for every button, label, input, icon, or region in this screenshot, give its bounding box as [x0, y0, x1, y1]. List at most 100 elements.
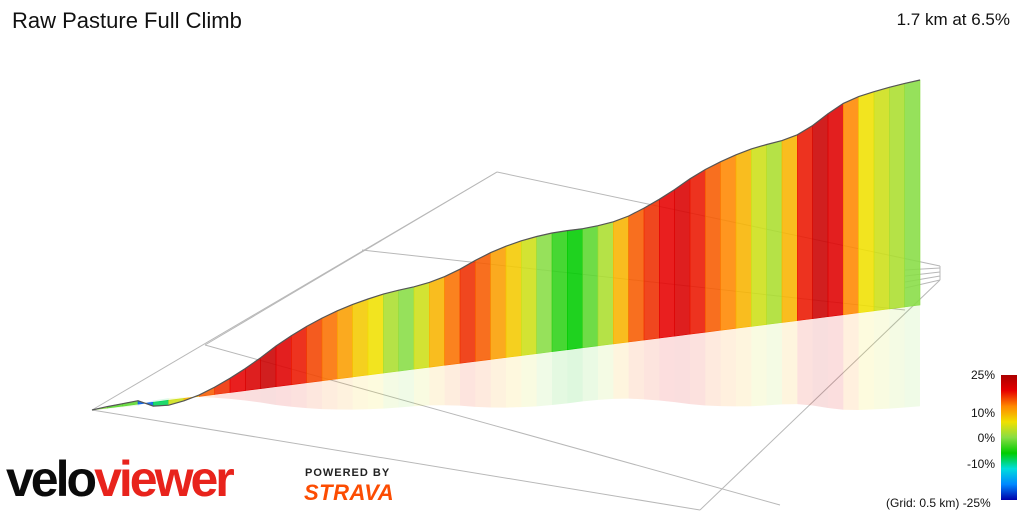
reflection-segment	[782, 320, 798, 405]
profile-wall	[91, 79, 921, 411]
reflection-segment	[644, 338, 660, 401]
profile-segment	[689, 168, 706, 335]
reflection-segment	[536, 351, 552, 407]
profile-segment	[659, 188, 675, 339]
profile-segment	[735, 148, 752, 329]
profile-segment	[352, 298, 369, 378]
grid-note-text: (Grid: 0.5 km)	[886, 496, 960, 510]
reflection-segment	[674, 334, 690, 405]
profile-segment	[229, 367, 246, 393]
reflection-segment	[429, 365, 445, 406]
gradient-legend-bar	[1001, 375, 1017, 500]
strava-logo[interactable]: STRAVA	[304, 480, 395, 505]
profile-segment	[398, 286, 415, 372]
reflection-segment	[383, 371, 399, 409]
reflection-segment	[352, 375, 368, 410]
legend-tick-25: 25%	[970, 368, 995, 382]
reflection-segment	[337, 376, 353, 410]
reflection-segment	[690, 332, 706, 406]
reflection-segment	[490, 357, 506, 408]
profile-segment	[551, 230, 568, 353]
grid-note: (Grid: 0.5 km) -25%	[886, 496, 991, 510]
chart-title: Raw Pasture Full Climb	[12, 8, 242, 33]
reflection-segment	[705, 330, 721, 407]
reflection-segment	[858, 310, 874, 411]
logo-text-viewer: viewer	[94, 451, 235, 507]
legend-tick-minus25-label: -25%	[962, 496, 991, 510]
profile-segment	[582, 225, 599, 349]
profile-segment	[459, 259, 476, 364]
profile-segment	[444, 268, 461, 366]
powered-by-label: POWERED BY	[305, 467, 391, 479]
profile-segment	[536, 232, 553, 354]
reflection-segment	[874, 308, 890, 410]
reflection-segment	[306, 380, 322, 410]
profile-segment	[858, 91, 875, 314]
reflection-segment	[506, 355, 522, 408]
reflection-segment	[736, 326, 752, 407]
reflection-segment	[475, 359, 491, 408]
grid-line-6	[699, 279, 941, 511]
reflection-segment	[260, 386, 276, 405]
profile-segment	[873, 86, 890, 312]
profile-segment	[674, 178, 691, 337]
profile-segment	[337, 303, 353, 380]
profile-segment	[291, 325, 307, 386]
profile-reflection	[92, 305, 920, 411]
reflection-segment	[414, 367, 430, 407]
profile-segment	[705, 161, 721, 333]
profile-segment	[889, 83, 905, 310]
reflection-segment	[398, 369, 414, 408]
profile-segment	[367, 293, 384, 376]
reflection-segment	[567, 347, 583, 404]
profile-segment	[812, 113, 829, 319]
reflection-segment	[368, 373, 384, 410]
reflection-segment	[843, 312, 859, 411]
profile-segment	[490, 245, 507, 360]
profile-segment	[413, 282, 430, 370]
profile-segment	[843, 96, 859, 316]
profile-segment	[567, 228, 583, 351]
reflection-segment	[797, 318, 813, 406]
profile-segment	[904, 79, 921, 308]
profile-segment	[306, 317, 323, 384]
reflection-segment	[245, 388, 261, 403]
profile-segment	[643, 198, 660, 341]
legend-tick-0: 0%	[977, 431, 995, 445]
profile-top-line	[91, 79, 921, 411]
profile-segment	[751, 144, 767, 327]
profile-segment	[521, 236, 537, 356]
profile-segment	[505, 240, 522, 358]
profile-segment	[797, 124, 813, 321]
reflection-segment	[889, 306, 905, 409]
reflection-segment	[276, 384, 292, 407]
profile-segment	[827, 102, 844, 318]
climb-summary: 1.7 km at 6.5%	[896, 10, 1010, 29]
reflection-segment	[322, 378, 338, 410]
profile-segment	[766, 140, 783, 325]
reflection-segment	[460, 361, 476, 407]
reflection-segment	[766, 322, 782, 406]
reflection-segment	[598, 343, 614, 400]
profile-segment	[383, 289, 399, 374]
reflection-segment	[199, 394, 215, 398]
profile-segment	[275, 335, 292, 388]
legend-tick-minus10: -10%	[966, 457, 995, 471]
reflection-segment	[720, 328, 736, 407]
logo-text-velo: velo	[6, 451, 97, 507]
profile-segment	[781, 134, 798, 323]
reflection-segment	[628, 340, 644, 400]
profile-segment	[597, 221, 614, 347]
reflection-segment	[812, 316, 828, 408]
profile-segment	[613, 215, 629, 345]
grid-line-2	[91, 409, 701, 511]
profile-segment	[429, 276, 445, 368]
reflection-segment	[521, 353, 537, 408]
veloviewer-logo[interactable]: veloviewer	[6, 451, 235, 507]
grid-line-5	[204, 171, 498, 346]
legend-tick-10: 10%	[970, 406, 995, 420]
reflection-segment	[751, 324, 767, 407]
profile-segment	[628, 207, 645, 343]
reflection-segment	[828, 314, 844, 410]
